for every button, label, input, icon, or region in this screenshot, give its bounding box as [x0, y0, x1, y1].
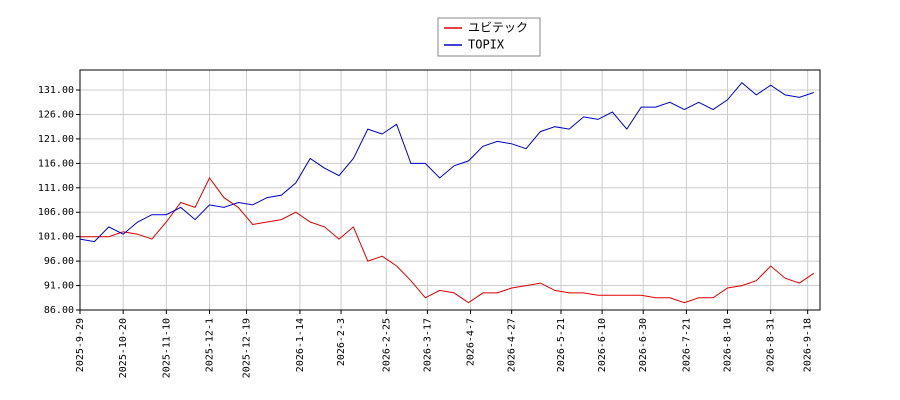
plot-frame — [79, 69, 821, 311]
legend-box — [437, 17, 541, 57]
x-tick-label: 2025-9-29 — [75, 318, 86, 372]
x-tick-label: 2025-10-20 — [118, 318, 129, 378]
y-tick-label: 106.00 — [38, 207, 74, 218]
x-tick-label: 2025-12-19 — [242, 318, 253, 378]
x-tick-label: 2026-7-21 — [681, 318, 692, 372]
legend-label: ユビテック — [468, 21, 528, 35]
x-tick-label: 2026-8-31 — [766, 318, 777, 372]
x-tick-label: 2026-5-21 — [556, 318, 567, 372]
y-tick-label: 96.00 — [44, 256, 74, 267]
x-tick-label: 2025-11-10 — [161, 318, 172, 378]
x-tick-label: 2026-2-3 — [336, 318, 347, 366]
y-tick-label: 126.00 — [38, 109, 74, 120]
x-tick-label: 2026-3-17 — [422, 318, 433, 372]
y-tick-label: 116.00 — [38, 158, 74, 169]
y-tick-label: 101.00 — [38, 232, 74, 243]
x-tick-label: 2026-9-18 — [803, 318, 814, 372]
y-tick-label: 91.00 — [44, 281, 74, 292]
plot-background — [80, 70, 820, 310]
x-tick-label: 2026-6-30 — [638, 318, 649, 372]
x-tick-label: 2026-1-14 — [295, 318, 306, 372]
legend-label: TOPIX — [468, 38, 505, 52]
y-tick-label: 86.00 — [44, 305, 74, 316]
x-tick-label: 2026-8-10 — [723, 318, 734, 372]
x-tick-label: 2025-12-1 — [205, 318, 216, 372]
y-tick-label: 111.00 — [38, 183, 74, 194]
y-tick-label: 131.00 — [38, 85, 74, 96]
x-tick-label: 2026-4-27 — [507, 318, 518, 372]
x-tick-label: 2026-6-10 — [597, 318, 608, 372]
x-tick-label: 2026-4-7 — [466, 318, 477, 366]
x-tick-label: 2026-2-25 — [381, 318, 392, 372]
series-line — [79, 81, 814, 243]
series-line — [80, 177, 815, 304]
y-tick-label: 121.00 — [38, 134, 74, 145]
